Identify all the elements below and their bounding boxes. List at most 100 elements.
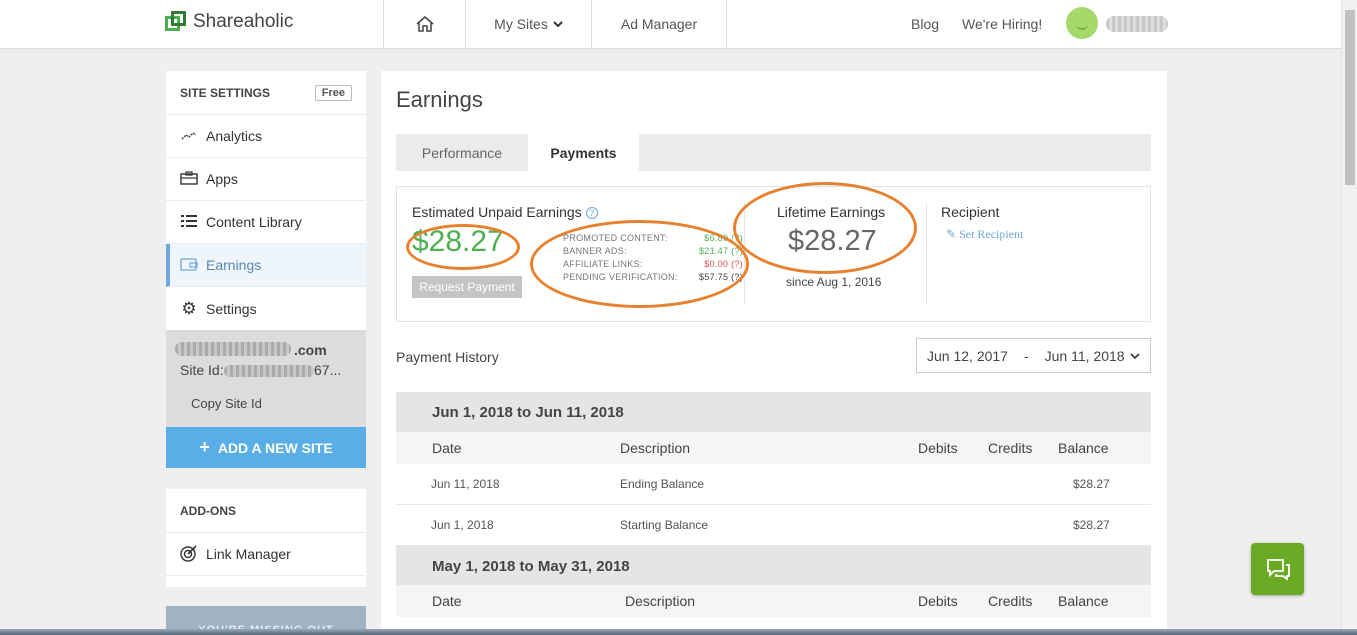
- column-balance: Balance: [1058, 593, 1109, 609]
- home-icon: [416, 16, 433, 32]
- row-date: Jun 1, 2018: [431, 518, 494, 532]
- date-from: Jun 12, 2017: [927, 347, 1008, 364]
- list-icon: [180, 214, 198, 231]
- unpaid-earnings-label-text: Estimated Unpaid Earnings: [412, 204, 582, 220]
- help-icon[interactable]: ?: [585, 207, 598, 219]
- target-icon: [180, 544, 198, 565]
- plan-badge: Free: [314, 84, 352, 101]
- lifetime-earnings-label: Lifetime Earnings: [777, 204, 886, 220]
- logo-text: Shareaholic: [193, 11, 294, 32]
- chevron-down-icon: [553, 21, 563, 28]
- summary-divider: [744, 203, 745, 305]
- wallet-icon: [180, 257, 198, 274]
- add-ons-title: ADD-ONS: [180, 503, 236, 518]
- breakdown-value[interactable]: $21.47 (?): [698, 246, 743, 256]
- site-domain: .com: [294, 342, 327, 358]
- unpaid-earnings-amount: $28.27: [412, 225, 504, 258]
- table-header: Date Description Debits Credits Balance: [396, 585, 1151, 617]
- page-scrollbar[interactable]: [1341, 0, 1357, 635]
- sidebar-item-analytics[interactable]: Analytics: [166, 115, 366, 158]
- sidebar-item-settings[interactable]: ⚙ Settings: [166, 287, 366, 330]
- site-id-label: Site Id:: [180, 362, 224, 378]
- lifetime-earnings-amount: $28.27: [788, 225, 877, 257]
- period-header: May 1, 2018 to May 31, 2018: [396, 546, 1151, 586]
- row-description: Ending Balance: [620, 477, 705, 491]
- avatar[interactable]: [1066, 7, 1098, 39]
- my-sites-label: My Sites: [494, 16, 548, 32]
- sidebar-item-label: Analytics: [206, 128, 263, 144]
- sidebar-item-label: Content Library: [206, 214, 302, 230]
- breakdown-value[interactable]: $6.80 (?): [704, 233, 743, 243]
- sidebar-item-content-library[interactable]: Content Library: [166, 201, 366, 244]
- ad-manager-label: Ad Manager: [620, 16, 698, 32]
- add-new-site-label: ADD A NEW SITE: [217, 439, 333, 456]
- breakdown-label: PENDING VERIFICATION:: [563, 272, 678, 282]
- tab-payments[interactable]: Payments: [528, 134, 639, 171]
- lifetime-since: since Aug 1, 2016: [786, 275, 882, 289]
- briefcase-icon: [180, 170, 198, 188]
- edit-icon: ✎: [946, 227, 957, 241]
- column-debits: Debits: [918, 593, 958, 609]
- breakdown-value[interactable]: $57.75 (?): [698, 272, 743, 282]
- breakdown-label: PROMOTED CONTENT:: [563, 233, 668, 243]
- breakdown-row: PROMOTED CONTENT: $6.80 (?): [563, 233, 743, 246]
- copy-site-id-link[interactable]: Copy Site Id: [191, 396, 262, 411]
- column-balance: Balance: [1058, 440, 1109, 456]
- tab-performance[interactable]: Performance: [421, 144, 503, 161]
- my-sites-dropdown[interactable]: My Sites: [465, 0, 592, 48]
- column-date: Date: [432, 593, 462, 609]
- table-header: Date Description Debits Credits Balance: [396, 432, 1151, 464]
- payment-history-title: Payment History: [396, 349, 499, 365]
- breakdown-row: AFFILIATE LINKS: $0.00 (?): [563, 259, 743, 272]
- breakdown-label: BANNER ADS:: [563, 246, 627, 256]
- column-description: Description: [625, 593, 696, 609]
- blog-link[interactable]: Blog: [911, 16, 940, 32]
- set-recipient-label: Set Recipient: [959, 227, 1024, 241]
- set-recipient-link[interactable]: ✎ Set Recipient: [946, 227, 1023, 242]
- date-to: Jun 11, 2018: [1044, 347, 1125, 364]
- date-range-picker[interactable]: Jun 12, 2017 - Jun 11, 2018: [916, 338, 1151, 373]
- column-description: Description: [620, 440, 691, 456]
- sidebar-item-label: Apps: [206, 171, 238, 187]
- tab-bar: Performance Payments: [396, 134, 1151, 171]
- request-payment-button[interactable]: Request Payment: [412, 276, 522, 298]
- scrollbar-thumb[interactable]: [1345, 10, 1355, 185]
- chat-button[interactable]: [1251, 543, 1304, 595]
- shareaholic-logo[interactable]: Shareaholic: [165, 11, 293, 33]
- hiring-link[interactable]: We're Hiring!: [962, 16, 1043, 32]
- site-settings-card: SITE SETTINGS Free Analytics Apps Conten…: [166, 71, 366, 330]
- site-settings-title: SITE SETTINGS: [180, 85, 271, 100]
- add-new-site-button[interactable]: + ADD A NEW SITE: [166, 427, 366, 468]
- date-separator: -: [1023, 347, 1029, 364]
- sidebar-item-link-manager[interactable]: Link Manager: [166, 533, 366, 576]
- sidebar-item-label: Earnings: [206, 257, 262, 273]
- column-credits: Credits: [988, 440, 1033, 456]
- add-ons-card: ADD-ONS Link Manager: [166, 489, 366, 587]
- table-row: Jun 1, 2018 Starting Balance $28.27: [396, 505, 1151, 546]
- earnings-summary: Estimated Unpaid Earnings? $28.27 Reques…: [396, 182, 1151, 322]
- row-description: Starting Balance: [620, 518, 709, 532]
- add-ons-header: ADD-ONS: [166, 489, 366, 533]
- sidebar-item-label: Settings: [206, 300, 257, 317]
- chat-icon: [1266, 559, 1290, 581]
- row-balance: $28.27: [1073, 518, 1110, 532]
- unpaid-earnings-label: Estimated Unpaid Earnings?: [412, 204, 598, 220]
- summary-divider: [926, 203, 927, 305]
- breakdown-label: AFFILIATE LINKS:: [563, 259, 643, 269]
- chevron-down-icon: [1130, 352, 1140, 359]
- breakdown-value[interactable]: $0.00 (?): [704, 259, 743, 269]
- sidebar-item-label: Link Manager: [206, 546, 291, 562]
- row-balance: $28.27: [1073, 477, 1110, 491]
- breakdown-row: PENDING VERIFICATION: $57.75 (?): [563, 272, 743, 285]
- ad-manager-link[interactable]: Ad Manager: [591, 0, 727, 48]
- table-row: Jun 11, 2018 Ending Balance $28.27: [396, 464, 1151, 505]
- column-date: Date: [432, 440, 462, 456]
- site-id-redacted: [224, 365, 314, 377]
- analytics-icon: [180, 128, 198, 144]
- earnings-breakdown: PROMOTED CONTENT: $6.80 (?) BANNER ADS: $2…: [563, 233, 743, 285]
- username-redacted[interactable]: [1106, 16, 1168, 32]
- gear-icon: ⚙: [181, 298, 197, 318]
- sidebar-item-earnings[interactable]: Earnings: [166, 244, 366, 287]
- home-nav-button[interactable]: [383, 0, 465, 48]
- sidebar-item-apps[interactable]: Apps: [166, 158, 366, 201]
